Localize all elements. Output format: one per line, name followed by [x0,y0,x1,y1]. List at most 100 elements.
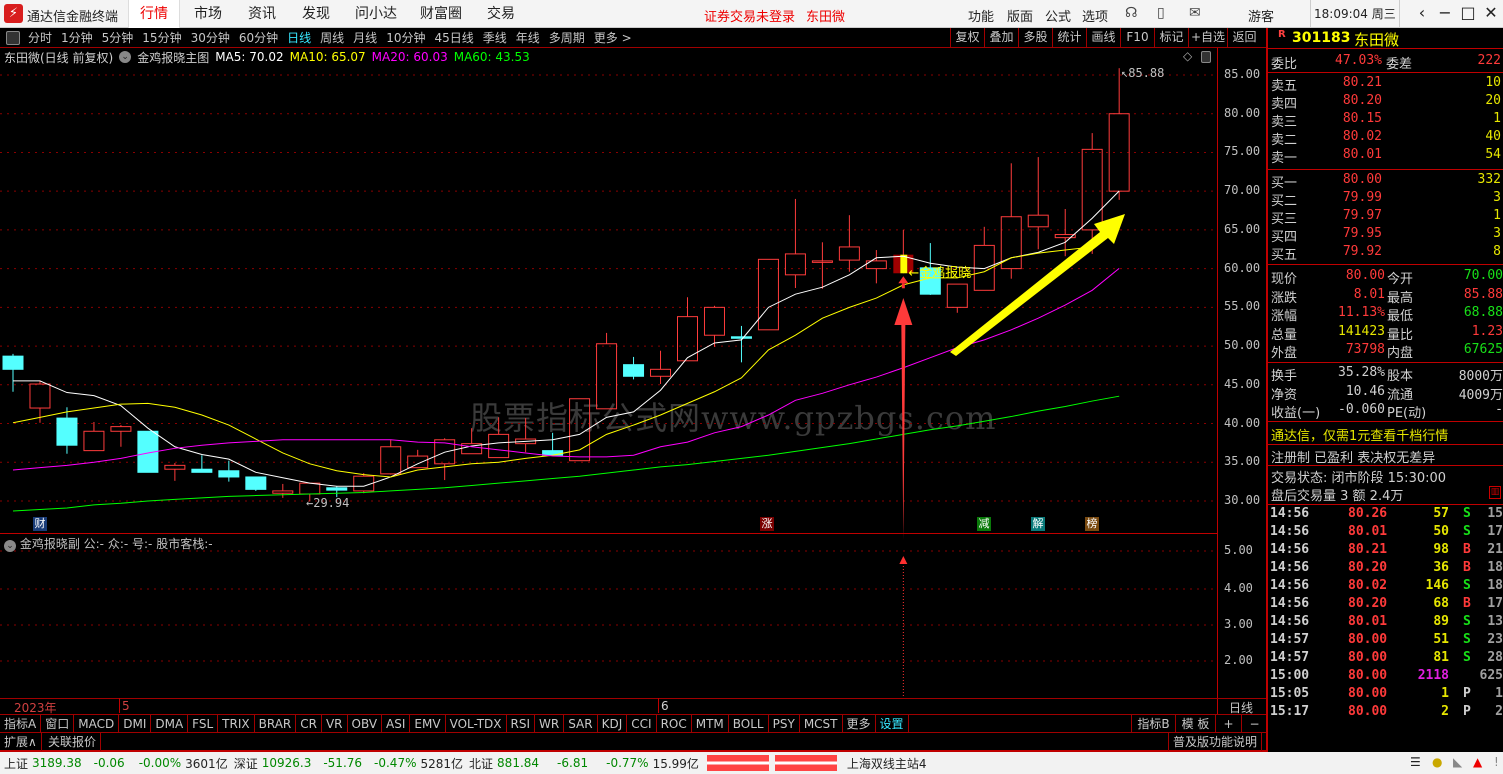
sz-index-label[interactable]: 深证 [233,756,258,771]
chart-control-button[interactable]: 标记 [1154,28,1188,48]
user-label[interactable]: 游客 [1248,10,1275,25]
indicator-tab[interactable]: KDJ [598,715,628,732]
indicator-tab[interactable]: FSL [188,715,219,732]
subchart-indicator-label[interactable]: 金鸡报晓副 公:- 众:- 号:- 股市客栈:- [19,537,213,551]
back-icon[interactable]: ‹ [1418,3,1426,22]
expand-button[interactable]: 扩展∧ [0,733,42,751]
related-quotes-button[interactable]: 关联报价 [44,733,102,751]
period-item[interactable]: 年线 [515,31,540,45]
indicator-tab[interactable]: DMA [151,715,189,732]
event-marker[interactable]: 榜 [1085,517,1099,531]
period-item[interactable]: 45日线 [434,31,474,45]
indicator-tab[interactable]: EMV [410,715,446,732]
indicator-tab[interactable]: BOLL [729,715,769,732]
indicator-tab[interactable]: ROC [657,715,692,732]
indicator-right-button[interactable]: 指标B [1131,715,1175,732]
period-item[interactable]: 周线 [320,31,345,45]
period-item[interactable]: 60分钟 [238,31,279,45]
indicator-tab[interactable]: MCST [800,715,843,732]
indicator-tab[interactable]: VOL-TDX [446,715,507,732]
satellite-icon[interactable]: ◣ [1453,755,1463,769]
indicator-tab[interactable]: VR [322,715,348,732]
indicator-tab[interactable]: WR [535,715,565,732]
coin-icon[interactable]: ● [1432,755,1443,769]
indicator-tab[interactable]: RSI [507,715,536,732]
menu-layout[interactable]: 版面 [1007,10,1034,25]
menu-formula[interactable]: 公式 [1045,10,1072,25]
period-item[interactable]: 月线 [353,31,378,45]
period-item[interactable]: 分时 [28,31,53,45]
help-button[interactable]: 普及版功能说明 [1168,733,1263,751]
indicator-tab[interactable]: DMI [119,715,152,732]
notes-icon[interactable]: ☰ [1410,755,1421,769]
indicator-tab[interactable]: PSY [769,715,800,732]
diamond-icon[interactable]: ◇ [1183,49,1193,63]
main-indicator-name[interactable]: 金鸡报晓主图 [137,50,210,65]
chart-control-button[interactable]: 统计 [1052,28,1086,48]
promo-text[interactable]: 通达信，仅需1元查看千档行情 [1271,429,1449,444]
tab-wealth[interactable]: 财富圈 [420,6,462,22]
menu-function[interactable]: 功能 [968,10,995,25]
indicator-tab[interactable]: CCI [627,715,657,732]
tab-trade[interactable]: 交易 [487,6,515,22]
indicator-tab[interactable]: CR [296,715,322,732]
indicator-right-button[interactable]: − [1241,715,1267,732]
event-marker[interactable]: 解 [1031,517,1045,531]
event-marker[interactable]: 减 [977,517,991,531]
sh-index-label[interactable]: 上证 [4,756,29,771]
chart-control-button[interactable]: +自选 [1188,28,1227,48]
kline-chart[interactable]: ↖85.88 ←29.94 ←金鸡报晓 [0,0,1217,714]
indicator-tab[interactable]: 窗口 [41,715,75,732]
signal-light-icon[interactable]: ▲ [1473,755,1483,769]
server-name[interactable]: 上海双线主站4 [846,756,927,771]
period-item[interactable]: 5分钟 [101,31,134,45]
indicator-tab[interactable]: SAR [564,715,598,732]
maximize-icon[interactable]: □ [1460,3,1476,22]
indicator-tab[interactable]: 设置 [876,715,909,732]
tab-discover[interactable]: 发现 [302,6,330,22]
tick-list[interactable]: 14:56 80.26 57 S 15 14:56 80.01 50 S 17 14:56 80.21… [1268,496,1503,719]
indicator-right-button[interactable]: 模 板 [1175,715,1215,732]
tab-wenxiaoda[interactable]: 问小达 [355,6,397,22]
tab-hangqing[interactable]: 行情 [128,0,180,28]
indicator-tab[interactable]: 更多 [843,715,876,732]
period-item[interactable]: 更多 > [593,31,632,45]
indicator-tab[interactable]: 指标A [0,715,42,732]
period-item[interactable]: 季线 [482,31,507,45]
chart-control-button[interactable]: 画线 [1086,28,1120,48]
minimize-icon[interactable]: − [1438,3,1452,22]
indicator-tab[interactable]: BRAR [255,715,297,732]
bj-index-label[interactable]: 北证 [469,756,494,771]
message-icon[interactable]: ✉ [1189,5,1201,21]
tab-news[interactable]: 资讯 [248,6,276,22]
period-item[interactable]: 10分钟 [386,31,426,45]
chart-control-button[interactable]: 多股 [1018,28,1052,48]
indicator-tab[interactable]: OBV [348,715,383,732]
period-item[interactable]: 15分钟 [142,31,182,45]
indicator-tab[interactable]: ASI [382,715,411,732]
subchart-dropdown-icon[interactable]: ⌄ [4,540,16,552]
chart-control-button[interactable]: 叠加 [984,28,1018,48]
tab-market[interactable]: 市场 [194,6,222,22]
event-marker[interactable]: 涨 [760,517,774,531]
chart-control-button[interactable]: 返回 [1227,28,1261,48]
expand-panel-icon[interactable] [1201,51,1211,63]
menu-options[interactable]: 选项 [1082,10,1109,25]
indicator-right-button[interactable]: + [1215,715,1241,732]
panel-toggle-icon[interactable] [6,30,20,45]
chart-control-button[interactable]: 复权 [950,28,984,48]
indicator-tab[interactable]: TRIX [218,715,255,732]
period-item[interactable]: 1分钟 [61,31,93,45]
phone-icon[interactable]: ▯ [1157,5,1165,21]
close-icon[interactable]: ✕ [1484,3,1498,22]
bar-chart-icon[interactable]: ▥ [1489,486,1501,499]
login-notice[interactable]: 证券交易未登录 [704,10,796,25]
event-marker[interactable]: 财 [33,517,47,531]
indicator-dropdown-icon[interactable]: ⌄ [119,51,132,63]
more-icon[interactable]: ! [1494,755,1499,769]
indicator-tab[interactable]: MACD [74,715,120,732]
indicator-tab[interactable]: MTM [692,715,729,732]
period-item[interactable]: 日线 [287,31,312,45]
headset-icon[interactable]: ☊ [1125,5,1138,21]
chart-control-button[interactable]: F10 [1120,28,1154,48]
